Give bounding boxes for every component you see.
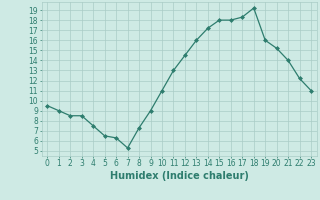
X-axis label: Humidex (Indice chaleur): Humidex (Indice chaleur): [110, 171, 249, 181]
